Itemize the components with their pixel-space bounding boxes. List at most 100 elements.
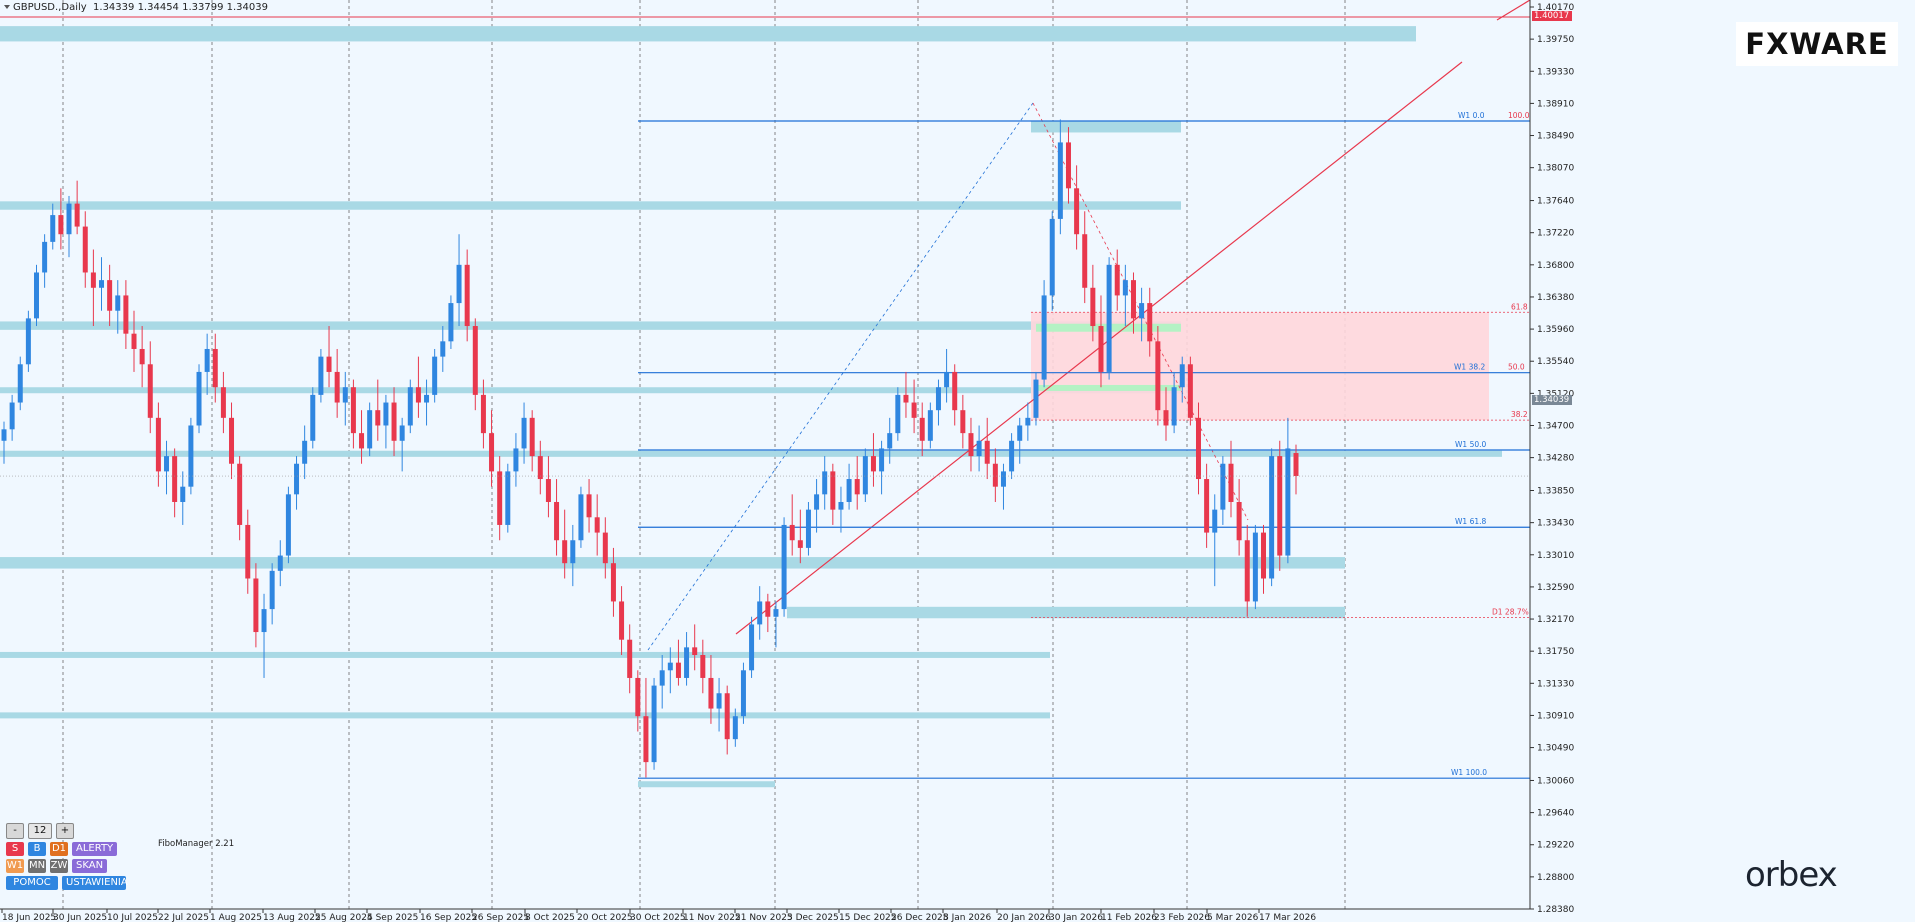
time-tick-label: 5 Mar 2026 bbox=[1207, 913, 1259, 922]
candle-body bbox=[1260, 532, 1266, 579]
candle-body bbox=[123, 295, 129, 334]
price-tick-label: 1.39750 bbox=[1537, 35, 1574, 45]
candle-body bbox=[212, 348, 218, 388]
zone-band bbox=[0, 387, 1181, 394]
current-price-tag: 1.34039 bbox=[1532, 395, 1572, 405]
zone-band bbox=[0, 201, 1181, 210]
scan-button[interactable]: SKAN bbox=[72, 859, 108, 873]
candle-body bbox=[1187, 364, 1193, 418]
candle-body bbox=[1, 429, 7, 441]
candle-body bbox=[594, 517, 600, 533]
candle-body bbox=[1049, 218, 1055, 296]
candle-body bbox=[164, 456, 170, 472]
candle-body bbox=[229, 417, 235, 464]
price-tick-label: 1.37640 bbox=[1537, 197, 1574, 207]
candle-body bbox=[147, 364, 153, 418]
time-tick-label: 30 Jan 2026 bbox=[1049, 913, 1103, 922]
candle-body bbox=[895, 394, 901, 434]
time-tick-label: 21 Nov 2025 bbox=[735, 913, 793, 922]
price-tick-label: 1.31750 bbox=[1537, 647, 1574, 657]
candle-body bbox=[261, 609, 267, 633]
price-tick-label: 1.35540 bbox=[1537, 357, 1574, 367]
collapse-icon[interactable] bbox=[4, 5, 10, 9]
candle-body bbox=[472, 326, 478, 395]
candle-body bbox=[562, 540, 568, 564]
price-tick-label: 1.34700 bbox=[1537, 421, 1574, 431]
candle-body bbox=[139, 348, 145, 365]
candle-body bbox=[82, 226, 88, 273]
candle-body bbox=[350, 387, 356, 434]
candle-body bbox=[99, 280, 105, 288]
time-tick-label: 23 Feb 2026 bbox=[1154, 913, 1210, 922]
candle-body bbox=[1212, 509, 1218, 533]
candle-body bbox=[1041, 295, 1047, 380]
time-tick-label: 25 Aug 2025 bbox=[315, 913, 373, 922]
green-zone-bottom bbox=[1036, 384, 1181, 391]
candle-body bbox=[960, 410, 966, 434]
candle-body bbox=[578, 494, 584, 541]
candle-body bbox=[253, 578, 259, 633]
time-tick-label: 20 Jan 2026 bbox=[997, 913, 1051, 922]
candle-body bbox=[651, 685, 657, 763]
candle-body bbox=[805, 509, 811, 548]
zw-button[interactable]: ZW bbox=[50, 859, 68, 873]
candle-body bbox=[708, 677, 714, 709]
time-tick-label: 30 Jun 2025 bbox=[53, 913, 107, 922]
candle-body bbox=[464, 264, 470, 327]
candle-body bbox=[196, 371, 202, 426]
candle-body bbox=[245, 524, 251, 579]
buy-button[interactable]: B bbox=[28, 842, 46, 856]
time-tick-label: 20 Oct 2025 bbox=[577, 913, 633, 922]
price-tick-label: 1.30910 bbox=[1537, 711, 1574, 721]
candle-body bbox=[911, 402, 917, 418]
candle-body bbox=[237, 463, 243, 525]
candle-body bbox=[968, 433, 974, 457]
price-tick-label: 1.38490 bbox=[1537, 132, 1574, 142]
settings-button[interactable]: USTAWIENIA bbox=[62, 876, 128, 890]
minus-button[interactable]: - bbox=[6, 823, 24, 839]
candle-body bbox=[1269, 456, 1275, 579]
sell-button[interactable]: S bbox=[6, 842, 24, 856]
plus-button[interactable]: + bbox=[56, 823, 74, 839]
candle-body bbox=[1163, 410, 1169, 426]
alerts-button[interactable]: ALERTY bbox=[72, 842, 118, 856]
fib-level-label: 38.2 bbox=[1511, 410, 1528, 419]
candle-body bbox=[992, 463, 998, 487]
fxware-logo-text: FXWARE bbox=[1745, 27, 1889, 61]
price-tick-label: 1.40170 bbox=[1537, 3, 1574, 13]
candle-body bbox=[935, 387, 941, 411]
candle-body bbox=[781, 524, 787, 610]
fib-level-label: W1 100.0 bbox=[1451, 768, 1487, 777]
candle-body bbox=[1065, 142, 1071, 189]
candle-body bbox=[659, 670, 665, 686]
candle-body bbox=[383, 402, 389, 426]
time-tick-label: 11 Feb 2026 bbox=[1101, 913, 1157, 922]
candle-body bbox=[732, 716, 738, 740]
candle-body bbox=[627, 639, 633, 678]
candle-body bbox=[432, 356, 438, 395]
price-tick-label: 1.32170 bbox=[1537, 615, 1574, 625]
help-button[interactable]: POMOC bbox=[6, 876, 58, 890]
price-tick-label: 1.38070 bbox=[1537, 164, 1574, 174]
candle-body bbox=[131, 333, 137, 349]
price-tick-label: 1.36800 bbox=[1537, 261, 1574, 271]
candle-body bbox=[1195, 417, 1201, 480]
time-tick-label: 17 Mar 2026 bbox=[1259, 913, 1316, 922]
candle-body bbox=[757, 601, 763, 625]
candle-body bbox=[529, 417, 535, 457]
candle-body bbox=[220, 387, 226, 418]
candle-body bbox=[1139, 303, 1145, 319]
symbol-text: GBPUSD.,Daily bbox=[13, 2, 87, 13]
candle-body bbox=[90, 272, 96, 288]
d1-button[interactable]: D1 bbox=[50, 842, 68, 856]
candle-body bbox=[9, 402, 15, 430]
mn-button[interactable]: MN bbox=[28, 859, 46, 873]
w1-button[interactable]: W1 bbox=[6, 859, 24, 873]
candle-body bbox=[17, 364, 23, 403]
price-axis: 1.40170 1.39750 1.39330 1.38910 1.38490 1.380… bbox=[1529, 0, 1574, 915]
vertical-grid bbox=[62, 0, 1346, 909]
candle-body bbox=[115, 295, 121, 311]
fib-level-label: 61.8 bbox=[1511, 302, 1528, 311]
count-field[interactable]: 12 bbox=[28, 823, 52, 839]
